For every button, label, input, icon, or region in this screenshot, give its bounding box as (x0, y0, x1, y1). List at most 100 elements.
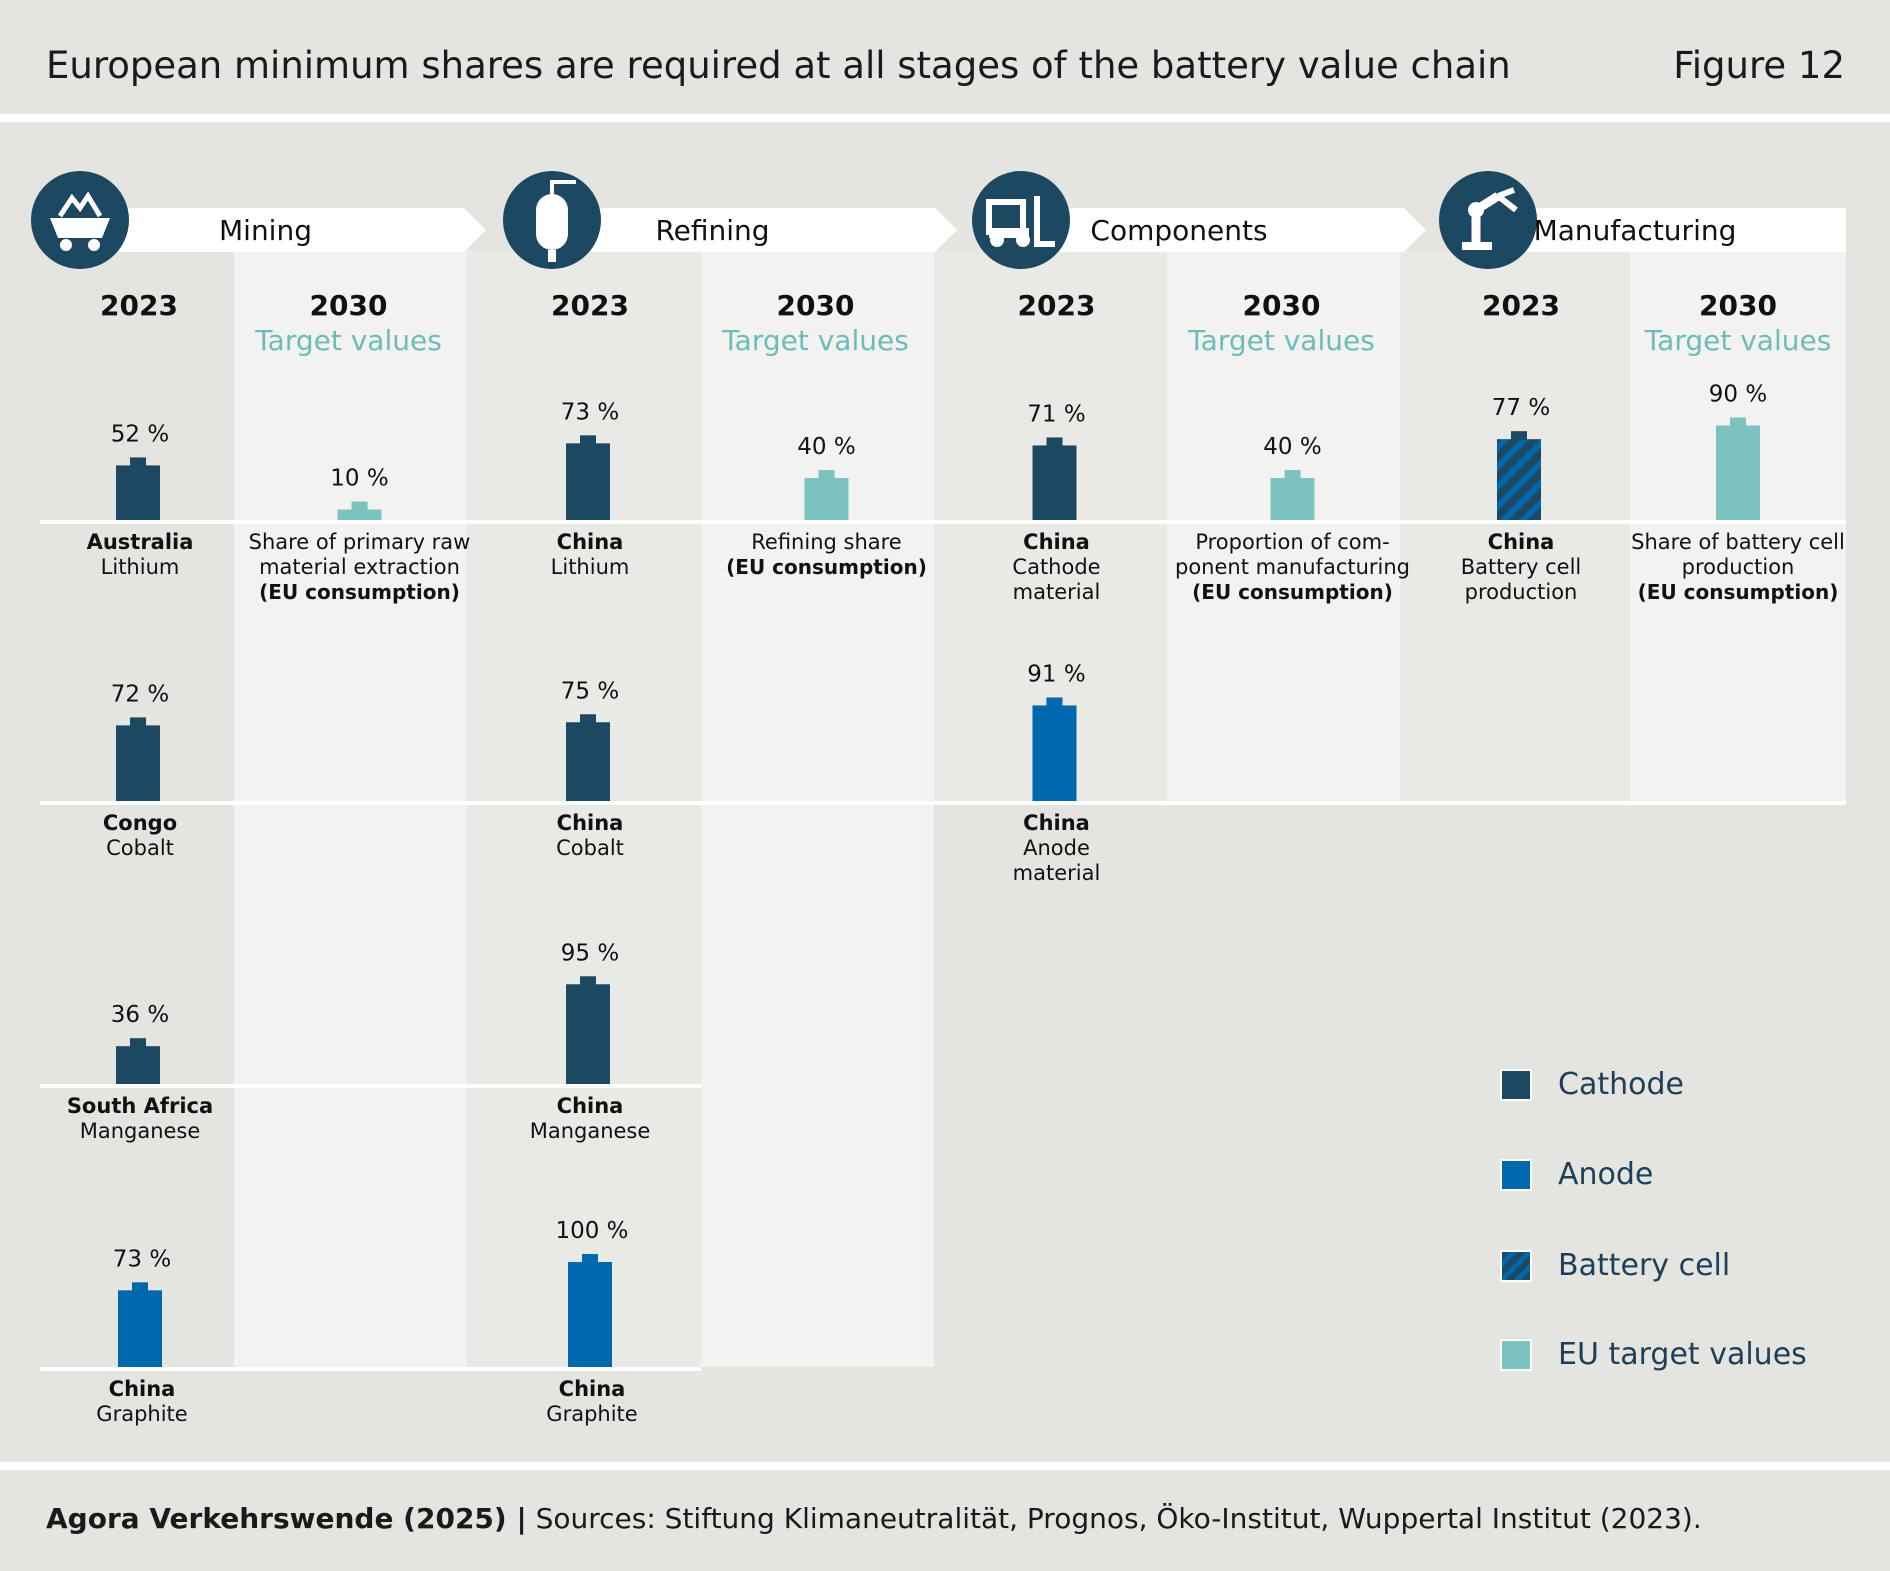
data-label: 36 % (111, 1002, 169, 1028)
mine-cart-ore (57, 191, 103, 218)
material-label: Manganese (80, 1119, 201, 1143)
stage-title-mining: Mining (219, 214, 312, 247)
country-label: China (557, 811, 624, 835)
battery-body (568, 1262, 612, 1367)
target-description: Proportion of com- (1195, 530, 1389, 554)
legend-label: EU target values (1558, 1337, 1807, 1372)
battery-terminal (130, 1038, 146, 1048)
mine-cart-wheel (60, 239, 72, 251)
bottom-divider (0, 1462, 1890, 1470)
data-label: 100 % (555, 1218, 628, 1244)
forklift-wheel (990, 233, 1004, 247)
country-label: South Africa (67, 1094, 213, 1118)
country-label: China (1023, 530, 1090, 554)
battery-body (1716, 425, 1760, 520)
battery-body (1032, 705, 1077, 801)
country-label: China (559, 1377, 626, 1401)
panel-2023-mining (40, 250, 234, 1367)
target-description: material extraction (259, 555, 460, 579)
robot-joint (1468, 202, 1484, 218)
target-description: production (1682, 555, 1795, 579)
baseline-row-2 (40, 801, 1846, 805)
stage-header-components (1010, 208, 1426, 252)
legend-label: Cathode (1558, 1067, 1684, 1102)
bar-refining-graphite (568, 1254, 612, 1367)
battery-body (566, 984, 610, 1084)
column-year-2030: 2030 (1699, 289, 1777, 322)
material-label: Cobalt (556, 836, 624, 860)
legend-label: Battery cell (1558, 1248, 1731, 1283)
target-description: Refining share (751, 530, 901, 554)
bar-target-mining (337, 501, 382, 520)
bar-refining-lithium (566, 435, 610, 520)
material-label: Anode (1023, 836, 1090, 860)
bar-components-anode-material (1032, 697, 1077, 801)
bar-target-components (1270, 470, 1315, 520)
mine-cart-wheel (88, 239, 100, 251)
forklift-body (989, 228, 1029, 238)
column-target-heading: Target values (721, 324, 909, 357)
bar-mining-cobalt (116, 717, 160, 801)
target-data-label: 90 % (1709, 382, 1767, 408)
source-note: Agora Verkehrswende (2025) | Sources: St… (46, 1502, 1702, 1535)
data-label: 72 % (111, 681, 169, 707)
mine-cart-icon (31, 171, 129, 269)
forklift-icon (972, 171, 1070, 269)
battery-terminal (351, 501, 368, 511)
data-label: 77 % (1492, 395, 1550, 421)
battery-terminal (1730, 417, 1746, 427)
country-label: Australia (87, 530, 194, 554)
baseline-row-3 (40, 1084, 701, 1088)
battery-body (1270, 478, 1315, 520)
baseline-row-4 (40, 1367, 701, 1371)
stage-header-mining (76, 208, 486, 252)
legend-swatch (1500, 1069, 1532, 1101)
source-author: Agora Verkehrswende (2025) | (46, 1502, 527, 1535)
battery-terminal (580, 976, 596, 986)
data-label: 52 % (111, 421, 169, 447)
refining-tank-icon (503, 171, 601, 269)
material-label: Graphite (96, 1402, 187, 1426)
forklift-wheel (1016, 233, 1030, 247)
battery-body (804, 478, 849, 520)
header: European minimum shares are required at … (0, 0, 1890, 114)
stage-title-components: Components (1090, 214, 1267, 247)
material-label: Battery cell (1461, 555, 1582, 579)
country-label: Congo (103, 811, 177, 835)
panel-2030-manufacturing (1630, 250, 1846, 801)
bar-components-cathode-material (1032, 437, 1077, 520)
battery-terminal (582, 1254, 598, 1263)
country-label: China (109, 1377, 176, 1401)
column-year-2023: 2023 (1018, 289, 1096, 322)
data-label: 73 % (113, 1246, 171, 1272)
target-description-bold: (EU consumption) (1638, 580, 1839, 604)
stage-header-refining (534, 208, 957, 252)
material-label: production (1465, 580, 1578, 604)
target-description-bold: (EU consumption) (726, 555, 927, 579)
battery-terminal (1284, 470, 1301, 479)
data-label: 95 % (561, 940, 619, 966)
legend-swatch (1500, 1339, 1532, 1371)
bar-mining-manganese (116, 1038, 160, 1084)
target-description: Share of battery cell (1631, 530, 1845, 554)
column-target-heading: Target values (1187, 324, 1375, 357)
chart-title: European minimum shares are required at … (46, 44, 1511, 87)
battery-terminal (1046, 697, 1063, 707)
battery-terminal (130, 717, 146, 727)
target-data-label: 10 % (330, 466, 388, 492)
bar-mining-lithium (116, 457, 160, 520)
material-label: material (1013, 861, 1101, 885)
data-label: 73 % (561, 399, 619, 425)
target-data-label: 40 % (797, 434, 855, 460)
column-year-2030: 2030 (777, 289, 855, 322)
battery-body (1497, 439, 1541, 520)
robot-base (1462, 242, 1492, 250)
bar-target-refining (804, 470, 849, 520)
panel-2030-refining (701, 250, 934, 1367)
mine-cart-body (50, 218, 110, 238)
source-list: Sources: Stiftung Klimaneutralität, Prog… (526, 1502, 1702, 1535)
legend-label: Anode (1558, 1157, 1654, 1192)
material-label: Lithium (551, 555, 630, 579)
column-year-2030: 2030 (1243, 289, 1321, 322)
